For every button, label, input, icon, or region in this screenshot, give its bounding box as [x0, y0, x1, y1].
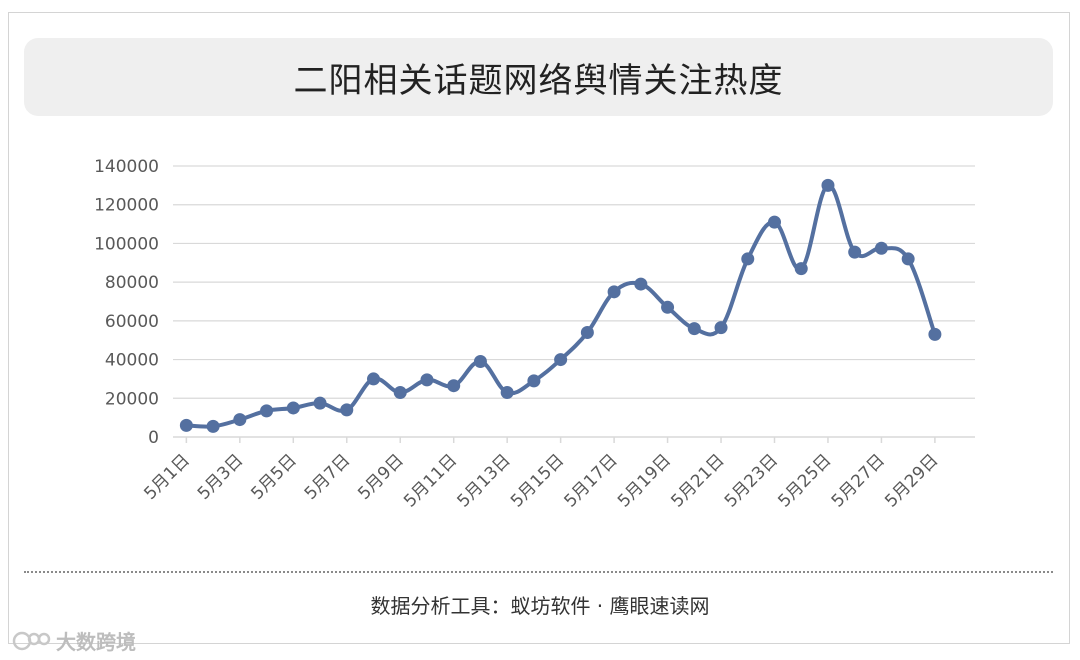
x-tick-label: 5月15日 [507, 450, 568, 511]
data-point [901, 252, 915, 266]
data-point [714, 321, 728, 335]
x-tick-label: 5月23日 [721, 450, 782, 511]
title-banner: 二阳相关话题网络舆情关注热度 [24, 38, 1053, 116]
x-tick-label: 5月1日 [140, 450, 193, 503]
data-point [500, 385, 514, 399]
data-point [661, 300, 675, 314]
x-tick-label: 5月21日 [667, 450, 728, 511]
x-tick-label: 5月25日 [774, 450, 835, 511]
data-point [687, 322, 701, 336]
x-tick-label: 5月11日 [400, 450, 461, 511]
series-line [186, 183, 937, 429]
watermark-text: 大数跨境 [56, 630, 136, 654]
y-tick-label: 0 [148, 428, 159, 448]
x-tick-label: 5月27日 [828, 450, 889, 511]
x-tick-label: 5月13日 [454, 450, 515, 511]
y-tick-label: 100000 [94, 234, 159, 254]
data-point [473, 355, 487, 369]
data-point [607, 285, 621, 299]
chart-title: 二阳相关话题网络舆情关注热度 [293, 60, 784, 101]
data-point [634, 277, 648, 291]
x-tick-label: 5月7日 [301, 450, 354, 503]
x-tick-label: 5月3日 [194, 450, 247, 503]
watermark-logo-icon [12, 631, 51, 650]
data-point [260, 404, 274, 418]
data-point [447, 379, 461, 393]
data-point [286, 401, 300, 415]
data-point [741, 252, 755, 266]
data-point [233, 413, 247, 427]
data-point [794, 262, 808, 276]
footer-divider [24, 571, 1053, 573]
x-tick-label: 5月19日 [614, 450, 675, 511]
data-point [420, 373, 434, 387]
chart-frame [8, 12, 1070, 644]
y-tick-label: 20000 [105, 389, 159, 409]
y-tick-label: 80000 [105, 273, 159, 293]
data-point [179, 418, 193, 432]
data-point [580, 325, 594, 339]
data-point [928, 327, 942, 341]
watermark: 大数跨境 [12, 626, 136, 655]
x-tick-label: 5月17日 [561, 450, 622, 511]
data-point [768, 215, 781, 229]
y-tick-label: 120000 [94, 196, 159, 216]
data-point [313, 396, 327, 410]
x-tick-label: 5月29日 [881, 450, 942, 511]
data-point [821, 178, 835, 192]
x-tick-label: 5月5日 [247, 450, 300, 503]
data-point [367, 372, 380, 386]
data-point [393, 385, 407, 399]
x-tick-label: 5月9日 [354, 450, 407, 503]
y-tick-label: 140000 [94, 157, 159, 177]
data-point [340, 403, 354, 417]
y-tick-label: 60000 [105, 312, 159, 332]
data-point [848, 245, 862, 259]
data-point [554, 353, 568, 367]
data-point [527, 374, 541, 388]
footer-source: 数据分析工具：蚁坊软件 · 鹰眼速读网 [370, 594, 710, 618]
line-chart: 0 20000 40000 60000 80000 100000 120000 140000 5… [94, 157, 975, 512]
y-tick-label: 40000 [105, 351, 159, 371]
data-point [874, 241, 888, 255]
data-point [206, 419, 220, 433]
